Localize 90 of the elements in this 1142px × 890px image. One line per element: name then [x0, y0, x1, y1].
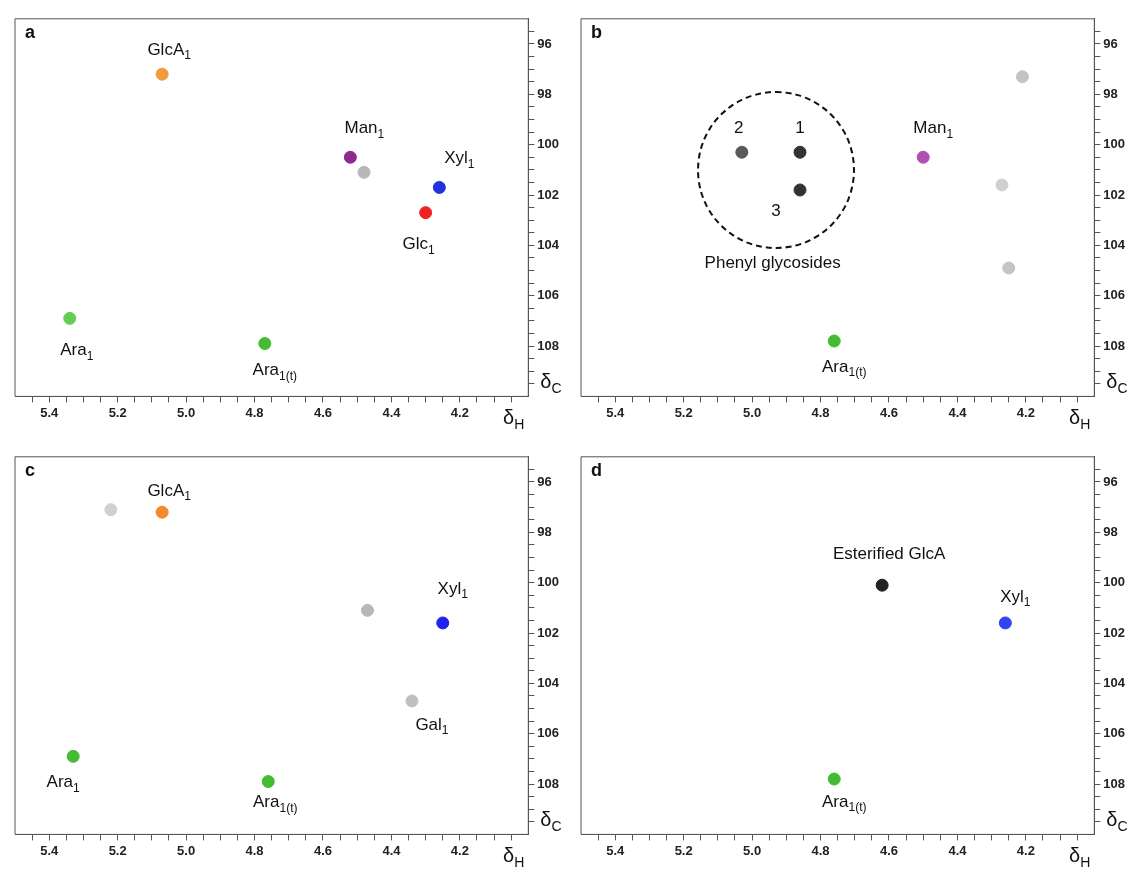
x-tick-label: 5.0	[177, 842, 196, 858]
y-tick-label: 100	[1103, 136, 1126, 152]
x-tick-label: 4.4	[382, 404, 402, 420]
point	[432, 180, 446, 194]
point	[995, 178, 1009, 192]
y-tick-label: 98	[537, 85, 552, 101]
x-tick-label: 5.0	[743, 404, 762, 420]
x-tick-label: 4.6	[879, 842, 899, 858]
y-tick-label: 98	[1103, 85, 1118, 101]
point	[1002, 261, 1016, 275]
point	[155, 67, 169, 81]
point	[405, 694, 419, 708]
point	[827, 772, 841, 786]
x-tick-label: 4.6	[879, 404, 899, 420]
x-tick-label: 5.4	[40, 842, 60, 858]
x-tick-label: 5.0	[743, 842, 762, 858]
x-tick-label: 5.2	[108, 404, 127, 420]
point	[875, 578, 889, 592]
x-tick-label: 5.4	[40, 404, 60, 420]
y-tick-label: 96	[1103, 35, 1118, 51]
y-tick-label: 102	[537, 624, 560, 640]
x-tick-label: 4.2	[450, 842, 469, 858]
y-tick-label: 104	[1103, 674, 1126, 690]
point	[436, 616, 450, 630]
point	[63, 311, 77, 325]
annotation: 3	[771, 200, 781, 220]
point	[793, 145, 807, 159]
point	[104, 503, 118, 517]
point	[916, 150, 930, 164]
y-tick-label: 98	[1103, 523, 1118, 539]
x-tick-label: 4.6	[313, 842, 333, 858]
point	[793, 183, 807, 197]
y-tick-label: 104	[537, 674, 560, 690]
point	[155, 505, 169, 519]
chart-title: b	[591, 21, 602, 42]
x-tick-label: 4.4	[948, 842, 968, 858]
x-tick-label: 4.4	[948, 404, 968, 420]
point	[66, 749, 80, 763]
point	[827, 334, 841, 348]
annotation: 1	[795, 117, 805, 137]
x-tick-label: 5.4	[606, 404, 626, 420]
y-tick-label: 100	[537, 574, 560, 590]
y-tick-label: 96	[1103, 473, 1118, 489]
y-tick-label: 102	[537, 186, 560, 202]
y-tick-label: 100	[537, 136, 560, 152]
x-tick-label: 5.2	[108, 842, 127, 858]
x-tick-label: 4.8	[245, 842, 264, 858]
y-tick-label: 108	[1103, 337, 1126, 353]
y-tick-label: 96	[537, 35, 552, 51]
x-tick-label: 5.0	[177, 404, 196, 420]
x-tick-label: 5.2	[674, 842, 693, 858]
x-tick-label: 4.8	[811, 842, 830, 858]
x-tick-label: 4.2	[1016, 404, 1035, 420]
y-tick-label: 96	[537, 473, 552, 489]
point	[998, 616, 1012, 630]
point	[1015, 70, 1029, 84]
point	[258, 337, 272, 351]
y-tick-label: 106	[537, 725, 560, 741]
y-tick-label: 106	[1103, 287, 1126, 303]
point	[357, 165, 371, 179]
point	[360, 603, 374, 617]
y-tick-label: 100	[1103, 574, 1126, 590]
annotation: 2	[734, 117, 744, 137]
y-tick-label: 106	[1103, 725, 1126, 741]
x-tick-label: 4.8	[811, 404, 830, 420]
x-tick-label: 5.2	[674, 404, 693, 420]
point	[735, 145, 749, 159]
annotation: Phenyl glycosides	[704, 252, 841, 272]
y-tick-label: 108	[1103, 775, 1126, 791]
chart-title: d	[591, 459, 602, 480]
y-tick-label: 106	[537, 287, 560, 303]
chart-title: a	[25, 21, 36, 42]
point	[419, 206, 433, 220]
x-tick-label: 5.4	[606, 842, 626, 858]
y-tick-label: 108	[537, 337, 560, 353]
x-tick-label: 4.2	[450, 404, 469, 420]
point	[261, 775, 275, 789]
x-tick-label: 4.6	[313, 404, 333, 420]
y-tick-label: 98	[537, 523, 552, 539]
x-tick-label: 4.8	[245, 404, 264, 420]
y-tick-label: 108	[537, 775, 560, 791]
y-tick-label: 104	[1103, 236, 1126, 252]
y-tick-label: 102	[1103, 624, 1126, 640]
x-tick-label: 4.2	[1016, 842, 1035, 858]
x-tick-label: 4.4	[382, 842, 402, 858]
y-tick-label: 102	[1103, 186, 1126, 202]
chart-title: c	[25, 459, 36, 480]
annotation: Esterified GlcA	[832, 543, 947, 563]
y-tick-label: 104	[537, 236, 560, 252]
point	[343, 150, 357, 164]
